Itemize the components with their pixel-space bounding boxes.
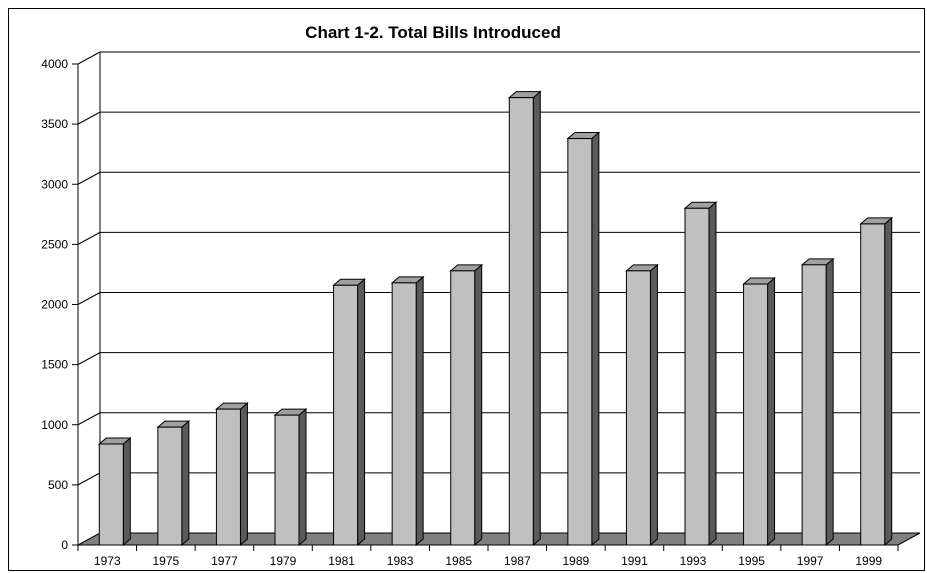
bar-side xyxy=(649,263,658,547)
gridline-depth xyxy=(77,292,101,305)
gridline-depth xyxy=(77,171,101,185)
bar-side xyxy=(239,402,248,547)
bar-side xyxy=(884,216,893,547)
bar xyxy=(743,283,769,546)
bar xyxy=(567,138,593,546)
plot-area: 0 500 1000 1500 2000 2500 3000 3500 4000 1973 1975… xyxy=(41,51,921,568)
bar xyxy=(215,408,241,546)
bar-side xyxy=(181,420,190,547)
y-tick-label: 500 xyxy=(48,478,68,492)
bar-side xyxy=(122,436,131,547)
bar xyxy=(98,443,124,546)
bar-side xyxy=(767,276,776,547)
bar xyxy=(625,270,651,546)
y-tick-label: 1500 xyxy=(41,358,68,372)
x-tick-label: 1981 xyxy=(328,554,355,568)
bar-side xyxy=(825,257,834,547)
bar-side xyxy=(415,275,424,547)
bar-side xyxy=(591,131,600,547)
x-tick-label: 1977 xyxy=(211,554,238,568)
bar-side xyxy=(708,201,717,547)
x-tick-label: 1993 xyxy=(680,554,707,568)
gridline-depth xyxy=(77,51,101,65)
x-tick-label: 1975 xyxy=(153,554,180,568)
x-tick-label: 1985 xyxy=(445,554,472,568)
x-tick-label: 1989 xyxy=(563,554,590,568)
y-tick-label: 1000 xyxy=(41,418,68,432)
y-tick-label: 3500 xyxy=(41,117,68,131)
y-tick-label: 2500 xyxy=(41,237,68,251)
bar-side xyxy=(532,90,541,547)
gridline-depth xyxy=(77,472,101,486)
x-tick-label: 1987 xyxy=(504,554,531,568)
gridline-depth xyxy=(77,412,101,426)
bar xyxy=(684,207,710,546)
y-tick-label: 3000 xyxy=(41,177,68,191)
gridline-depth xyxy=(77,352,101,366)
x-tick-label: 1979 xyxy=(270,554,297,568)
y-tick-label: 4000 xyxy=(41,57,68,71)
chart-floor xyxy=(77,532,921,546)
x-tick-label: 1973 xyxy=(94,554,121,568)
bar xyxy=(450,270,476,546)
y-tick-label: 2000 xyxy=(41,298,68,312)
bar xyxy=(860,223,886,546)
bar xyxy=(274,414,300,546)
chart-title: Chart 1-2. Total Bills Introduced xyxy=(305,23,561,42)
bar xyxy=(508,97,534,546)
gridline-depth xyxy=(77,111,101,125)
x-tick-label: 1991 xyxy=(621,554,648,568)
gridline-depth xyxy=(77,231,101,245)
y-tick-label: 0 xyxy=(61,538,68,552)
bar xyxy=(801,264,827,546)
bar-side xyxy=(357,278,366,547)
x-tick-label: 1999 xyxy=(855,554,882,568)
x-tick-label: 1997 xyxy=(797,554,824,568)
x-tick-label: 1995 xyxy=(738,554,765,568)
bar xyxy=(157,426,183,546)
bar xyxy=(333,284,359,546)
x-tick-label: 1983 xyxy=(387,554,414,568)
bar xyxy=(391,282,417,546)
bar-side xyxy=(298,408,307,547)
bar-side xyxy=(474,263,483,547)
